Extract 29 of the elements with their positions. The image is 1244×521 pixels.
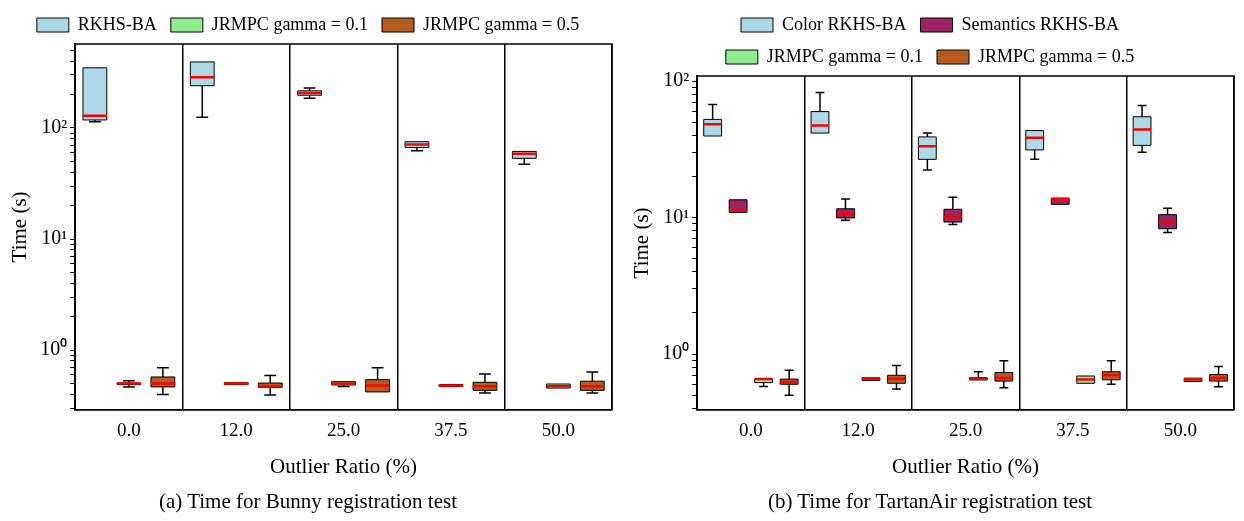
text: (b) Time for TartanAir registration test [767,488,1093,513]
x-tick-label: 37.5 [434,419,468,441]
x-tick-label: 25.0 [326,419,361,441]
x-tick-label: 0.0 [117,419,141,441]
y-axis-title: Time (s) [629,207,654,279]
x-tick-label: 12.0 [841,419,875,441]
y-tick-label: 10¹ [663,204,690,227]
legend-label: JRMPC gamma = 0.1 [766,45,924,66]
y-tick-label: 10⁰ [40,337,68,360]
text: (a) Time for Bunny registration test [158,488,458,513]
x-axis-title: Outlier Ratio (%) [270,453,418,478]
y-tick-label: 10² [663,68,690,91]
legend-label: Color RKHS-BA [781,13,907,34]
legend-label: JRMPC gamma = 0.5 [978,45,1135,66]
x-axis-title: Outlier Ratio (%) [892,453,1040,478]
x-tick-label: 50.0 [541,419,575,441]
legend-label: Semantics RKHS-BA [961,13,1120,34]
x-tick-label: 37.5 [1056,419,1090,441]
y-tick-label: 10⁰ [662,341,690,364]
legend-label: JRMPC gamma = 0.1 [211,13,369,34]
legend-label: RKHS-BA [77,13,157,34]
x-tick-label: 12.0 [219,419,253,441]
x-tick-label: 50.0 [1163,419,1197,441]
x-tick-label: 25.0 [948,419,983,441]
y-tick-label: 10² [41,115,68,138]
y-axis-title: Time (s) [7,191,32,263]
x-tick-label: 0.0 [739,419,763,441]
legend-label: JRMPC gamma = 0.5 [423,13,580,34]
y-tick-label: 10¹ [41,226,68,249]
